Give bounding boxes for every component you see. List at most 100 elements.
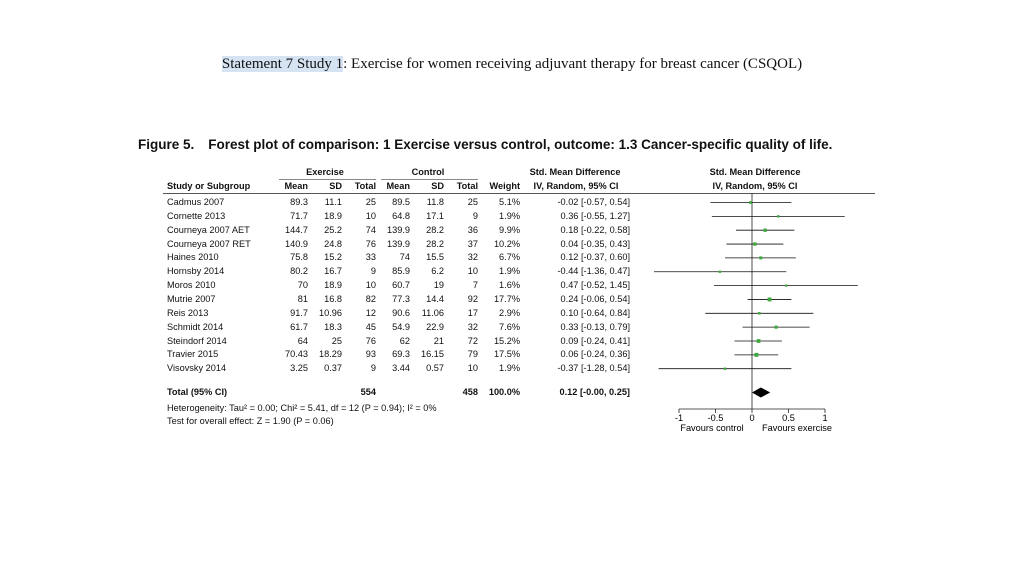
cell-ct-mean: 139.9 [387, 238, 410, 249]
cell-ex-sd: 18.9 [324, 210, 342, 221]
cell-ct-sd: 22.9 [426, 321, 444, 332]
header-smd: Std. Mean Difference [529, 167, 621, 177]
cell-ex-sd: 16.7 [324, 266, 342, 277]
cell-ex-mean: 3.25 [290, 363, 308, 374]
forest-marks [654, 201, 858, 398]
cell-ex-total: 93 [365, 349, 376, 360]
underline-exercise [279, 179, 376, 180]
header-control: Control [411, 167, 445, 177]
cell-ct-sd: 28.2 [426, 224, 444, 235]
total-ex-n: 554 [360, 387, 376, 397]
col-weight: Weight [489, 181, 520, 191]
cell-ex-sd: 0.37 [324, 363, 342, 374]
cell-ex-mean: 70 [297, 280, 308, 291]
col-method: IV, Random, 95% CI [533, 181, 619, 191]
cell-ct-mean: 90.6 [392, 307, 410, 318]
cell-ex-sd: 25 [331, 335, 342, 346]
cell-study-name: Mutrie 2007 [167, 293, 216, 304]
cell-ct-total: 32 [467, 252, 478, 263]
cell-ct-mean: 89.5 [392, 197, 410, 207]
col-ct-sd: SD [431, 181, 444, 191]
cell-ex-sd: 25.2 [324, 224, 342, 235]
cell-ct-sd: 28.2 [426, 238, 444, 249]
cell-ct-total: 36 [467, 224, 478, 235]
col-plot-method: IV, Random, 95% CI [712, 181, 798, 191]
cell-ct-mean: 85.9 [392, 266, 410, 277]
cell-ex-sd: 24.8 [324, 238, 342, 249]
cell-ct-total: 72 [467, 335, 478, 346]
point-estimate [767, 297, 772, 302]
cell-ct-total: 10 [467, 363, 478, 374]
cell-ct-sd: 17.1 [426, 210, 444, 221]
cell-ct-mean: 139.9 [387, 224, 410, 235]
x-axis-ticks: -1 -0.5 0 0.5 1 [675, 409, 828, 423]
cell-ct-sd: 21 [433, 335, 444, 346]
cell-ci: -0.37 [-1.28, 0.54] [557, 363, 630, 374]
cell-weight: 9.9% [499, 224, 520, 235]
cell-ct-total: 92 [467, 293, 478, 304]
cell-weight: 1.9% [499, 210, 520, 221]
cell-ct-sd: 14.4 [426, 293, 444, 304]
cell-ct-sd: 6.2 [431, 266, 444, 277]
cell-study-name: Haines 2010 [167, 252, 219, 263]
cell-ct-mean: 74 [399, 252, 410, 263]
header-smd-plot: Std. Mean Difference [709, 167, 801, 177]
cell-ct-mean: 62 [399, 335, 410, 346]
cell-study-name: Schmidt 2014 [167, 321, 224, 332]
cell-ex-mean: 75.8 [290, 252, 308, 263]
point-estimate [754, 352, 759, 357]
cell-ex-mean: 140.9 [285, 238, 308, 249]
cell-ex-sd: 11.1 [324, 197, 342, 207]
cell-study-name: Visovsky 2014 [167, 363, 227, 374]
col-ex-mean: Mean [284, 181, 309, 191]
point-estimate [718, 270, 722, 273]
cell-weight: 15.2% [493, 335, 520, 346]
cell-ci: 0.33 [-0.13, 0.79] [560, 321, 630, 332]
cell-ex-mean: 70.43 [285, 349, 308, 360]
point-estimate [777, 215, 780, 218]
cell-ct-total: 79 [467, 349, 478, 360]
header-rule [163, 193, 875, 194]
point-estimate [785, 284, 788, 287]
cell-ct-mean: 60.7 [392, 280, 410, 291]
cell-ci: 0.10 [-0.64, 0.84] [560, 307, 630, 318]
cell-ex-sd: 16.8 [324, 293, 342, 304]
cell-ci: 0.12 [-0.37, 0.60] [560, 252, 630, 263]
cell-ci: -0.02 [-0.57, 0.54] [557, 197, 630, 207]
heterogeneity-text: Heterogeneity: Tau² = 0.00; Chi² = 5.41,… [167, 403, 437, 413]
favours-control-label: Favours control [680, 423, 743, 433]
cell-ct-mean: 64.8 [392, 210, 410, 221]
underline-control [381, 179, 478, 180]
col-ex-total: Total [354, 181, 376, 191]
cell-ct-sd: 16.15 [421, 349, 444, 360]
slide-title: Statement 7 Study 1: Exercise for women … [0, 56, 1024, 73]
cell-weight: 5.1% [499, 197, 520, 207]
cell-study-name: Steindorf 2014 [167, 335, 227, 346]
slide-title-highlight: Statement 7 Study 1 [221, 56, 344, 72]
cell-ct-sd: 11.8 [426, 197, 444, 207]
cell-ct-total: 10 [467, 266, 478, 277]
cell-ex-total: 10 [365, 280, 376, 291]
col-study: Study or Subgroup [167, 181, 251, 191]
cell-ex-total: 74 [365, 224, 376, 235]
slide-title-rest: : Exercise for women receiving adjuvant … [343, 56, 803, 72]
cell-weight: 2.9% [499, 307, 520, 318]
cell-ex-mean: 81 [297, 293, 308, 304]
point-estimate [749, 201, 752, 204]
cell-study-name: Cadmus 2007 [167, 197, 225, 207]
cell-ex-mean: 89.3 [290, 197, 308, 207]
tick-label: -0.5 [708, 413, 724, 423]
cell-ct-mean: 3.44 [392, 363, 410, 374]
total-ci: 0.12 [-0.00, 0.25] [559, 387, 630, 397]
cell-ci: 0.06 [-0.24, 0.36] [560, 349, 630, 360]
cell-ct-total: 25 [467, 197, 478, 207]
cell-weight: 1.9% [499, 266, 520, 277]
cell-ex-sd: 18.29 [319, 349, 342, 360]
cell-study-name: Moros 2010 [167, 280, 216, 291]
cell-ex-sd: 18.3 [324, 321, 342, 332]
cell-ex-total: 25 [365, 197, 376, 207]
total-weight: 100.0% [488, 387, 520, 397]
cell-ci: 0.18 [-0.22, 0.58] [560, 224, 630, 235]
point-estimate [759, 256, 763, 260]
cell-weight: 1.6% [499, 280, 520, 291]
